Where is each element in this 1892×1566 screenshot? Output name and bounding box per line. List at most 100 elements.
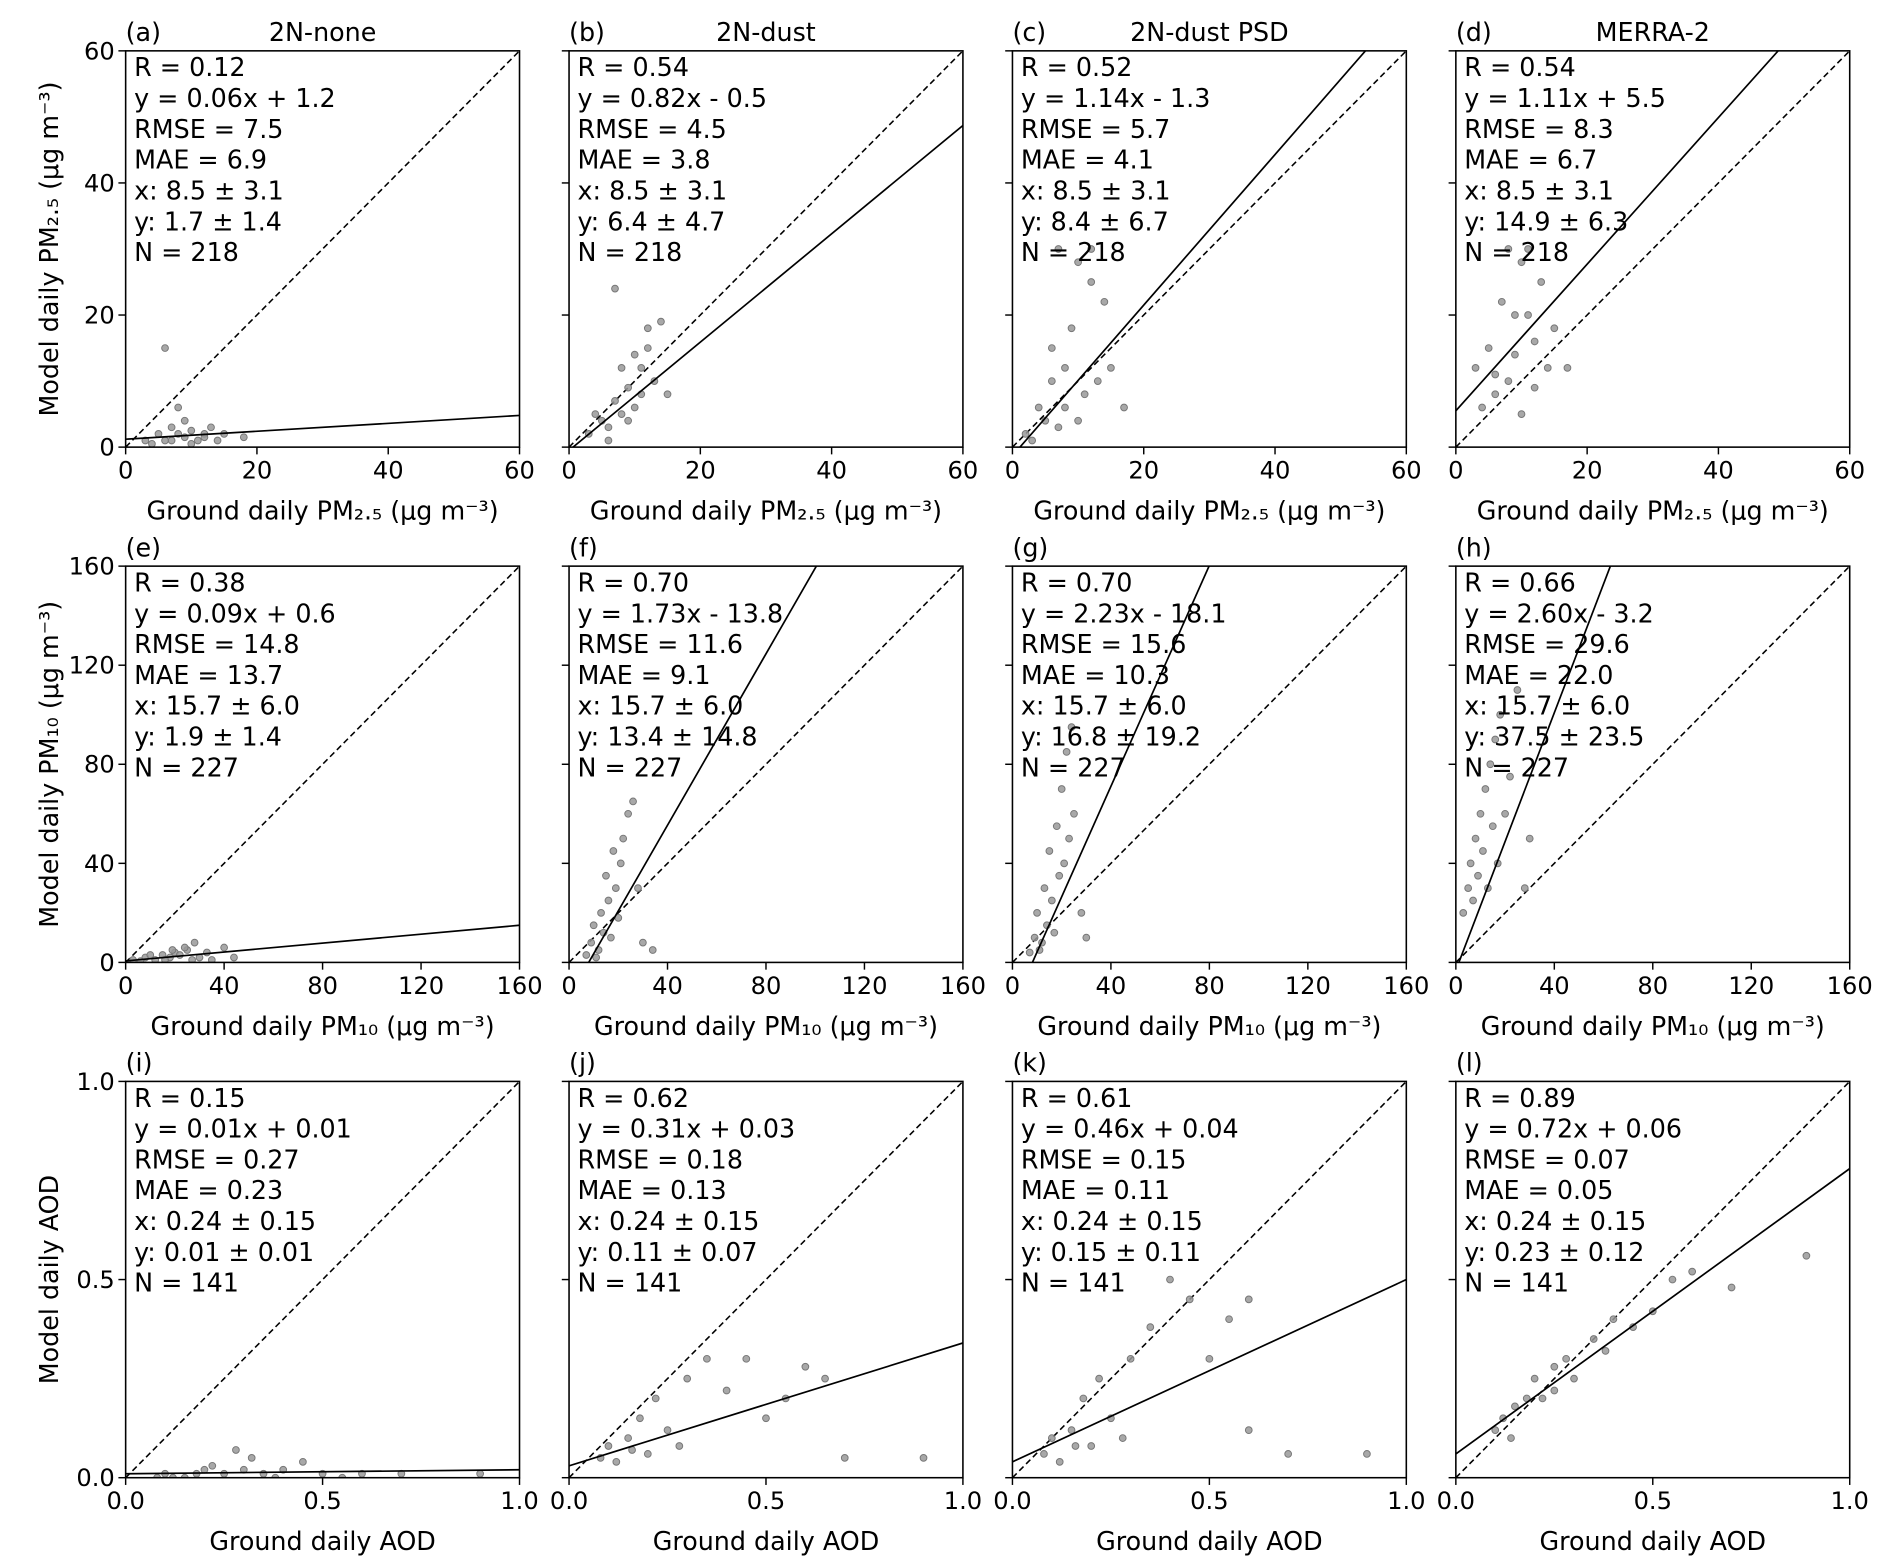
point <box>722 1386 731 1395</box>
annotation: y: 16.8 ± 19.2 <box>1021 722 1201 752</box>
point <box>587 938 596 947</box>
point <box>639 938 647 947</box>
point <box>1550 1362 1559 1371</box>
fit-line <box>587 566 818 963</box>
annotation: y: 14.9 ± 6.3 <box>1464 206 1628 236</box>
point <box>675 1442 684 1450</box>
point <box>643 344 652 352</box>
point <box>1538 1394 1547 1403</box>
x-axis-label: Ground daily PM₁₀ (μg m⁻³) <box>594 1011 938 1041</box>
point <box>1471 364 1480 372</box>
x-tick-label: 120 <box>398 972 444 1000</box>
point <box>629 797 637 806</box>
point <box>1205 1354 1214 1363</box>
x-axis-label: Ground daily PM₂.₅ (μg m⁻³) <box>1033 496 1385 526</box>
point <box>1491 1426 1500 1435</box>
point <box>1047 377 1056 385</box>
annotation: y: 13.4 ± 14.8 <box>578 722 758 752</box>
panel-label: (g) <box>1012 532 1048 562</box>
point <box>1525 834 1534 843</box>
axes-frame <box>568 1080 964 1479</box>
annotation: RMSE = 4.5 <box>578 114 727 144</box>
y-tick-label: 40 <box>84 169 115 197</box>
fit-line <box>1012 1278 1407 1463</box>
one-to-one-line <box>125 565 521 963</box>
annotation: MAE = 13.7 <box>134 660 283 690</box>
annotation: MAE = 6.7 <box>1464 145 1597 175</box>
point <box>1530 1374 1539 1383</box>
annotation: R = 0.89 <box>1464 1083 1575 1113</box>
fit-line <box>1031 566 1210 963</box>
x-tick-label: 60 <box>1391 457 1422 485</box>
annotation: y: 8.4 ± 6.7 <box>1021 206 1169 236</box>
point <box>1040 884 1049 892</box>
x-axis-label: Ground daily PM₁₀ (μg m⁻³) <box>151 1011 495 1041</box>
point <box>1060 859 1069 868</box>
fit-line <box>1455 50 1780 412</box>
point <box>220 1469 228 1478</box>
point <box>476 1469 484 1478</box>
x-tick-label: 160 <box>1827 972 1873 1000</box>
point <box>207 423 215 432</box>
point <box>1054 423 1063 432</box>
point <box>919 1454 928 1462</box>
y-tick-label: 60 <box>84 37 115 65</box>
y-tick-label: 20 <box>84 301 115 329</box>
annotation: RMSE = 0.15 <box>1021 1144 1186 1174</box>
point <box>1025 948 1034 957</box>
annotation: N = 218 <box>1464 237 1569 267</box>
x-tick-label: 40 <box>1539 972 1570 1000</box>
annotation: y = 0.09x + 0.6 <box>134 598 336 628</box>
point <box>592 953 600 962</box>
x-tick-label: 0.0 <box>993 1487 1031 1515</box>
point <box>1093 377 1102 385</box>
panel-title: 2N-dust <box>716 17 816 47</box>
point <box>1506 772 1514 781</box>
annotation: N = 141 <box>1464 1268 1569 1298</box>
x-axis-label: Ground daily PM₁₀ (μg m⁻³) <box>1481 1011 1825 1041</box>
point <box>146 951 155 959</box>
y-tick-label: 1.0 <box>76 1068 114 1096</box>
annotation: RMSE = 15.6 <box>1021 629 1186 659</box>
one-to-one-line <box>568 565 964 963</box>
annotation: y = 0.72x + 0.06 <box>1464 1114 1682 1144</box>
point <box>634 884 642 892</box>
x-tick-label: 40 <box>652 972 683 1000</box>
annotation: y = 0.01x + 0.01 <box>134 1114 352 1144</box>
point <box>1061 403 1069 412</box>
point <box>1079 1394 1088 1403</box>
point <box>602 871 610 880</box>
panel-label: (k) <box>1012 1048 1046 1078</box>
point <box>1067 324 1076 333</box>
one-to-one-line <box>568 50 964 448</box>
one-to-one-line <box>1011 1080 1407 1479</box>
axes-frame <box>1011 50 1408 448</box>
point <box>1033 909 1041 917</box>
annotation: R = 0.61 <box>1021 1083 1132 1113</box>
point <box>589 921 598 930</box>
annotation: MAE = 0.13 <box>578 1175 727 1205</box>
annotation: R = 0.12 <box>134 52 245 82</box>
one-to-one-line <box>1455 50 1851 448</box>
x-tick-label: 120 <box>1728 972 1774 1000</box>
axes-frame <box>1455 1080 1851 1479</box>
point <box>762 1414 770 1423</box>
point <box>208 1461 217 1470</box>
x-axis-label: Ground daily PM₂.₅ (μg m⁻³) <box>147 496 499 526</box>
x-tick-label: 60 <box>948 457 979 485</box>
annotation: RMSE = 0.18 <box>578 1144 743 1174</box>
x-tick-label: 160 <box>1383 972 1429 1000</box>
fit-line <box>569 1342 963 1467</box>
axes-frame <box>1455 565 1851 964</box>
x-tick-label: 20 <box>1572 457 1603 485</box>
x-tick-label: 0 <box>1005 457 1020 485</box>
point <box>1034 403 1043 412</box>
point <box>630 350 639 359</box>
annotation: y = 0.06x + 1.2 <box>134 83 336 113</box>
point <box>1021 430 1030 438</box>
point <box>1074 258 1082 267</box>
point <box>1030 933 1039 942</box>
point <box>1478 403 1486 412</box>
point <box>1067 1426 1076 1435</box>
